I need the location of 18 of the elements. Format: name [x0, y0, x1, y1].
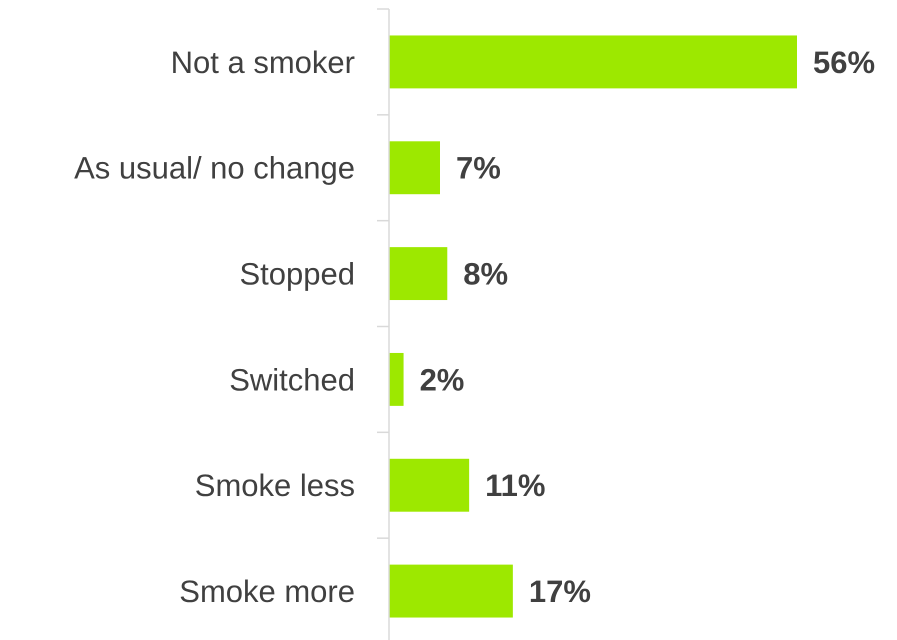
bar [389, 141, 440, 194]
data-label: 17% [528, 574, 591, 609]
bar [389, 352, 404, 406]
y-tick-label: As usual/ no change [74, 150, 355, 186]
y-tick-label: Stopped [240, 256, 355, 292]
y-tick-label: Not a smoker [170, 44, 355, 80]
data-label: 7% [456, 150, 501, 186]
bar [389, 35, 797, 88]
data-label: 2% [420, 362, 464, 398]
data-label: 8% [463, 256, 508, 292]
bar [389, 247, 448, 300]
data-label: 56% [813, 44, 876, 80]
y-tick-label: Smoke more [179, 574, 355, 609]
data-label: 11% [485, 468, 546, 504]
bar [389, 564, 513, 618]
y-tick-label: Switched [229, 362, 355, 398]
bar [389, 458, 470, 512]
y-tick-label: Smoke less [194, 468, 355, 504]
